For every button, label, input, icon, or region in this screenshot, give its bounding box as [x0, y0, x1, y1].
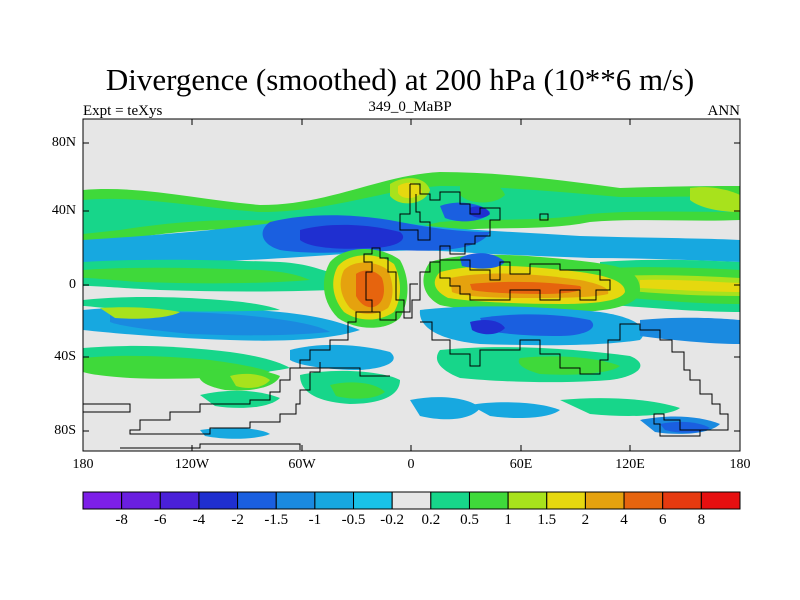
case-label: 349_0_MaBP: [368, 99, 452, 115]
contour-fields: [83, 172, 740, 450]
colorbar-swatch: [314, 491, 355, 510]
coastlines: [83, 183, 729, 450]
colorbar-label: 1: [504, 512, 512, 528]
season-label: ANN: [707, 103, 741, 119]
colorbar-swatch: [159, 491, 200, 510]
colorbar-swatch: [275, 491, 316, 510]
colorbar-label: 2: [581, 512, 590, 528]
colorbar-label: 4: [620, 512, 628, 528]
colorbar-swatch: [546, 491, 586, 510]
lat-tick-0: 0: [69, 277, 76, 292]
plot-title: Divergence (smoothed) at 200 hPa (10**6 …: [105, 62, 695, 97]
colorbar-swatch: [430, 491, 470, 510]
colorbar-swatch: [121, 491, 161, 510]
colorbar-label: 8: [697, 512, 706, 528]
colorbar-label: 1.5: [537, 512, 557, 528]
colorbar-swatch: [198, 491, 239, 510]
lon-tick-120e: 120E: [615, 457, 645, 472]
colorbar-swatch: [584, 491, 625, 510]
colorbar-swatch: [237, 491, 277, 510]
colorbar-label: -6: [154, 512, 167, 528]
colorbar-swatch: [623, 491, 664, 510]
lat-tick-80n: 80N: [51, 135, 76, 150]
colorbar-label: -1: [308, 512, 322, 528]
colorbar-label: -0.5: [341, 512, 366, 528]
colorbar-label: -8: [115, 512, 128, 528]
colorbar-label: 6: [658, 512, 667, 528]
colorbar-swatch: [82, 491, 123, 510]
colorbar-swatch: [468, 491, 509, 510]
lat-tick-40n: 40N: [51, 203, 76, 218]
colorbar-swatch: [391, 491, 432, 510]
colorbar-label: 0.2: [421, 512, 441, 528]
colorbar-swatch: [700, 491, 741, 510]
lon-tick-120w: 120W: [174, 457, 210, 472]
axis-ticks: [83, 119, 740, 451]
colorbar-label: 0.5: [460, 512, 479, 528]
colorbar-label: -1.5: [264, 512, 289, 528]
colorbar-label: -4: [192, 512, 206, 528]
colorbar-swatch: [507, 491, 548, 510]
experiment-label: Expt = teXys: [83, 103, 163, 119]
lat-tick-80s: 80S: [54, 423, 76, 438]
lon-tick-180w: 180: [72, 457, 94, 472]
lon-tick-180e: 180: [729, 457, 751, 472]
lon-tick-60w: 60W: [288, 457, 316, 472]
colorbar-swatch: [662, 491, 702, 510]
lat-tick-40s: 40S: [54, 349, 76, 364]
colorbar-swatch: [353, 491, 393, 510]
colorbar: [82, 491, 741, 510]
lon-tick-0: 0: [407, 457, 415, 472]
colorbar-label: -0.2: [380, 512, 405, 528]
lon-tick-60e: 60E: [509, 457, 533, 472]
colorbar-label: -2: [231, 512, 244, 528]
